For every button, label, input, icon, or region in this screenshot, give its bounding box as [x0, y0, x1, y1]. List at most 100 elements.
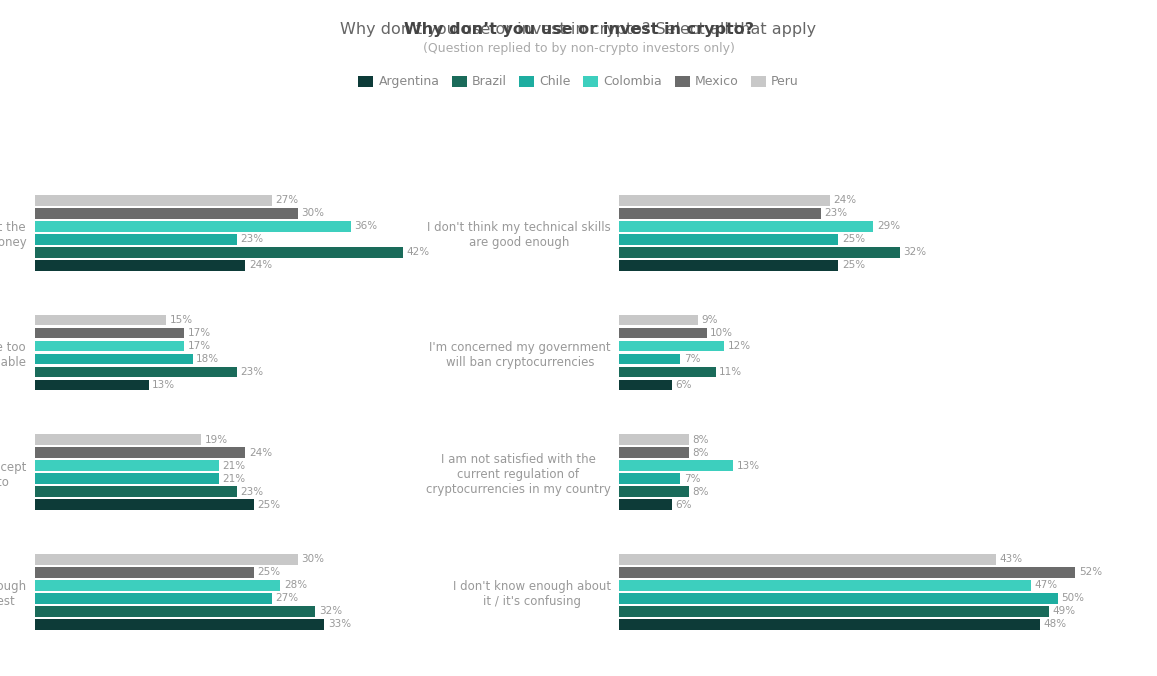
Text: 8%: 8%: [693, 487, 709, 497]
Text: Why don’t you use or invest in crypto? Select all that apply: Why don’t you use or invest in crypto? S…: [340, 22, 817, 37]
Text: 13%: 13%: [153, 380, 176, 390]
Bar: [35, 315, 167, 325]
Text: 28%: 28%: [283, 580, 307, 590]
Text: (Question replied to by non-crypto investors only): (Question replied to by non-crypto inves…: [422, 42, 735, 55]
Bar: [619, 234, 839, 245]
Bar: [619, 247, 900, 258]
Text: 49%: 49%: [1053, 606, 1076, 617]
Text: 21%: 21%: [222, 474, 245, 483]
Bar: [619, 473, 680, 484]
Bar: [35, 500, 255, 510]
Text: 18%: 18%: [197, 354, 220, 364]
Bar: [619, 341, 724, 352]
Bar: [35, 208, 297, 219]
Text: 6%: 6%: [676, 500, 692, 510]
Bar: [619, 567, 1075, 577]
Text: 50%: 50%: [1061, 594, 1084, 603]
Text: 10%: 10%: [710, 328, 734, 338]
Bar: [35, 606, 316, 617]
Bar: [35, 567, 255, 577]
Bar: [35, 554, 297, 564]
Bar: [619, 448, 690, 458]
Text: 23%: 23%: [239, 235, 263, 245]
Bar: [35, 260, 245, 271]
Text: 7%: 7%: [684, 474, 700, 483]
Text: 17%: 17%: [187, 328, 211, 338]
Bar: [619, 593, 1057, 604]
Text: 29%: 29%: [877, 222, 900, 231]
Text: 24%: 24%: [249, 260, 272, 270]
Legend: Argentina, Brazil, Chile, Colombia, Mexico, Peru: Argentina, Brazil, Chile, Colombia, Mexi…: [353, 70, 804, 93]
Text: 23%: 23%: [239, 487, 263, 497]
Bar: [35, 328, 184, 339]
Bar: [35, 460, 219, 471]
Bar: [35, 366, 236, 377]
Bar: [35, 593, 272, 604]
Text: 25%: 25%: [842, 260, 865, 270]
Bar: [35, 234, 236, 245]
Bar: [35, 435, 201, 445]
Text: 36%: 36%: [354, 222, 377, 231]
Bar: [35, 619, 324, 629]
Text: 27%: 27%: [275, 594, 299, 603]
Bar: [619, 208, 820, 219]
Text: 8%: 8%: [693, 448, 709, 458]
Text: 32%: 32%: [319, 606, 342, 617]
Text: 42%: 42%: [407, 247, 430, 258]
Text: 30%: 30%: [302, 208, 324, 218]
Text: 24%: 24%: [833, 195, 856, 206]
Text: 13%: 13%: [737, 460, 760, 470]
Bar: [619, 195, 830, 206]
Bar: [35, 448, 245, 458]
Bar: [35, 247, 403, 258]
Text: 33%: 33%: [327, 619, 351, 629]
Text: 47%: 47%: [1034, 580, 1057, 590]
Text: Why don’t you use or invest in crypto?: Why don’t you use or invest in crypto?: [404, 22, 753, 37]
Text: 23%: 23%: [239, 367, 263, 377]
Bar: [619, 435, 690, 445]
Text: 9%: 9%: [701, 315, 718, 325]
Bar: [619, 315, 698, 325]
Text: 24%: 24%: [249, 448, 272, 458]
Text: 25%: 25%: [258, 500, 281, 510]
Bar: [619, 619, 1040, 629]
Text: 15%: 15%: [170, 315, 193, 325]
Bar: [35, 195, 272, 206]
Text: 17%: 17%: [187, 341, 211, 351]
Text: 27%: 27%: [275, 195, 299, 206]
Bar: [619, 460, 734, 471]
Bar: [619, 580, 1031, 591]
Bar: [35, 341, 184, 352]
Text: 8%: 8%: [693, 435, 709, 445]
Bar: [619, 366, 715, 377]
Bar: [619, 486, 690, 497]
Text: 7%: 7%: [684, 354, 700, 364]
Text: 48%: 48%: [1044, 619, 1067, 629]
Text: 52%: 52%: [1078, 567, 1101, 577]
Text: 30%: 30%: [302, 554, 324, 564]
Text: 12%: 12%: [728, 341, 751, 351]
Bar: [35, 473, 219, 484]
Bar: [35, 221, 351, 232]
Text: 23%: 23%: [824, 208, 847, 218]
Text: 32%: 32%: [904, 247, 927, 258]
Bar: [35, 486, 236, 497]
Bar: [35, 580, 280, 591]
Text: 25%: 25%: [258, 567, 281, 577]
Text: 43%: 43%: [1000, 554, 1023, 564]
Text: 6%: 6%: [676, 380, 692, 390]
Bar: [619, 221, 874, 232]
Text: 11%: 11%: [718, 367, 742, 377]
Bar: [619, 554, 996, 564]
Bar: [619, 500, 671, 510]
Text: 19%: 19%: [205, 435, 228, 445]
Bar: [35, 380, 149, 391]
Text: 25%: 25%: [842, 235, 865, 245]
Bar: [35, 354, 192, 364]
Text: 21%: 21%: [222, 460, 245, 470]
Bar: [619, 380, 671, 391]
Bar: [619, 260, 839, 271]
Bar: [619, 328, 707, 339]
Bar: [619, 354, 680, 364]
Bar: [619, 606, 1049, 617]
